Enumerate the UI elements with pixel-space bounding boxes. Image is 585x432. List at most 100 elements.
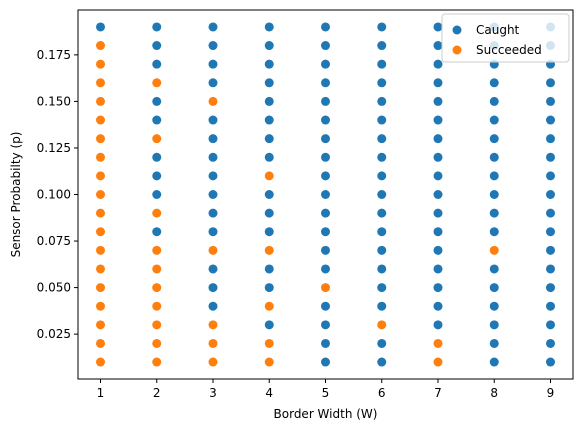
point-succeeded-3	[96, 96, 105, 106]
point-succeeded-29	[208, 245, 218, 255]
legend-label-succeeded: Succeeded	[476, 43, 542, 57]
x-tick-label: 1	[97, 386, 105, 400]
point-caught-52	[321, 301, 330, 311]
point-caught-78	[433, 96, 443, 106]
point-caught-21	[208, 264, 218, 274]
point-caught-113	[546, 96, 555, 106]
point-caught-22	[208, 283, 218, 293]
point-caught-121	[546, 245, 555, 255]
point-caught-7	[152, 227, 162, 237]
y-tick-label: 0.100	[37, 188, 71, 202]
y-axis-label: Sensor Probabilty (p)	[9, 132, 23, 258]
y-tick-label: 0.175	[37, 48, 71, 62]
point-succeeded-18	[152, 78, 162, 88]
point-caught-51	[321, 264, 330, 274]
point-caught-39	[321, 41, 330, 51]
point-caught-2	[152, 96, 162, 106]
point-succeeded-31	[208, 338, 218, 348]
point-caught-56	[377, 22, 387, 32]
point-succeeded-8	[96, 190, 105, 199]
point-caught-24	[264, 22, 274, 32]
point-succeeded-7	[96, 171, 105, 181]
point-caught-79	[433, 115, 443, 125]
point-caught-98	[489, 152, 499, 162]
point-caught-14	[208, 115, 218, 125]
point-succeeded-17	[96, 357, 105, 367]
point-caught-8	[152, 22, 162, 32]
point-succeeded-36	[264, 338, 274, 348]
point-succeeded-11	[96, 245, 105, 255]
point-caught-108	[489, 357, 499, 367]
point-caught-11	[208, 41, 218, 51]
point-caught-85	[433, 227, 443, 237]
point-caught-95	[489, 96, 499, 106]
point-succeeded-32	[208, 357, 218, 367]
point-succeeded-1	[96, 59, 105, 69]
point-caught-15	[208, 134, 218, 144]
point-caught-74	[433, 22, 443, 32]
point-caught-123	[546, 283, 555, 293]
point-succeeded-9	[96, 208, 105, 218]
y-tick-label: 0.025	[37, 327, 71, 341]
legend-box	[441, 13, 570, 63]
point-caught-80	[433, 134, 443, 144]
point-caught-64	[377, 171, 387, 181]
point-caught-3	[152, 115, 162, 125]
point-succeeded-40	[433, 338, 443, 348]
point-caught-63	[377, 152, 387, 162]
point-caught-58	[377, 59, 387, 69]
point-succeeded-2	[96, 78, 105, 88]
point-succeeded-21	[152, 245, 162, 255]
x-tick-label: 3	[209, 386, 217, 400]
point-caught-86	[433, 245, 443, 255]
point-succeeded-24	[152, 301, 162, 311]
point-caught-97	[489, 134, 499, 144]
point-caught-75	[433, 41, 443, 51]
point-succeeded-34	[264, 245, 274, 255]
point-succeeded-12	[96, 264, 105, 274]
point-caught-82	[433, 171, 443, 181]
point-succeeded-41	[433, 357, 443, 367]
point-caught-65	[377, 190, 387, 199]
y-axis: 0.025 0.050 0.075 0.100 0.125 0.150 0.175	[37, 48, 78, 341]
point-caught-28	[264, 96, 274, 106]
x-tick-label: 4	[265, 386, 273, 400]
point-succeeded-38	[321, 283, 330, 293]
point-succeeded-39	[377, 320, 387, 330]
point-caught-43	[321, 115, 330, 125]
point-caught-107	[489, 338, 499, 348]
point-caught-25	[264, 41, 274, 51]
point-caught-54	[321, 338, 330, 348]
point-caught-70	[377, 283, 387, 293]
point-caught-102	[489, 227, 499, 237]
point-caught-69	[377, 264, 387, 274]
point-caught-55	[321, 357, 330, 367]
legend-marker-caught	[452, 25, 462, 35]
point-caught-32	[264, 190, 274, 199]
point-caught-120	[546, 227, 555, 237]
point-caught-89	[433, 301, 443, 311]
point-succeeded-22	[152, 264, 162, 274]
point-caught-119	[546, 208, 555, 218]
point-caught-67	[377, 227, 387, 237]
point-caught-104	[489, 283, 499, 293]
point-caught-50	[321, 245, 330, 255]
x-tick-label: 8	[490, 386, 498, 400]
x-tick-label: 7	[434, 386, 442, 400]
point-caught-17	[208, 171, 218, 181]
point-caught-36	[264, 283, 274, 293]
point-caught-61	[377, 115, 387, 125]
point-caught-6	[152, 190, 162, 199]
point-caught-84	[433, 208, 443, 218]
point-caught-72	[377, 338, 387, 348]
point-caught-29	[264, 115, 274, 125]
point-caught-12	[208, 59, 218, 69]
point-caught-73	[377, 357, 387, 367]
point-succeeded-27	[152, 357, 162, 367]
point-caught-10	[208, 22, 218, 32]
point-caught-40	[321, 59, 330, 69]
x-tick-label: 2	[153, 386, 161, 400]
point-caught-127	[546, 357, 555, 367]
point-caught-9	[152, 41, 162, 51]
